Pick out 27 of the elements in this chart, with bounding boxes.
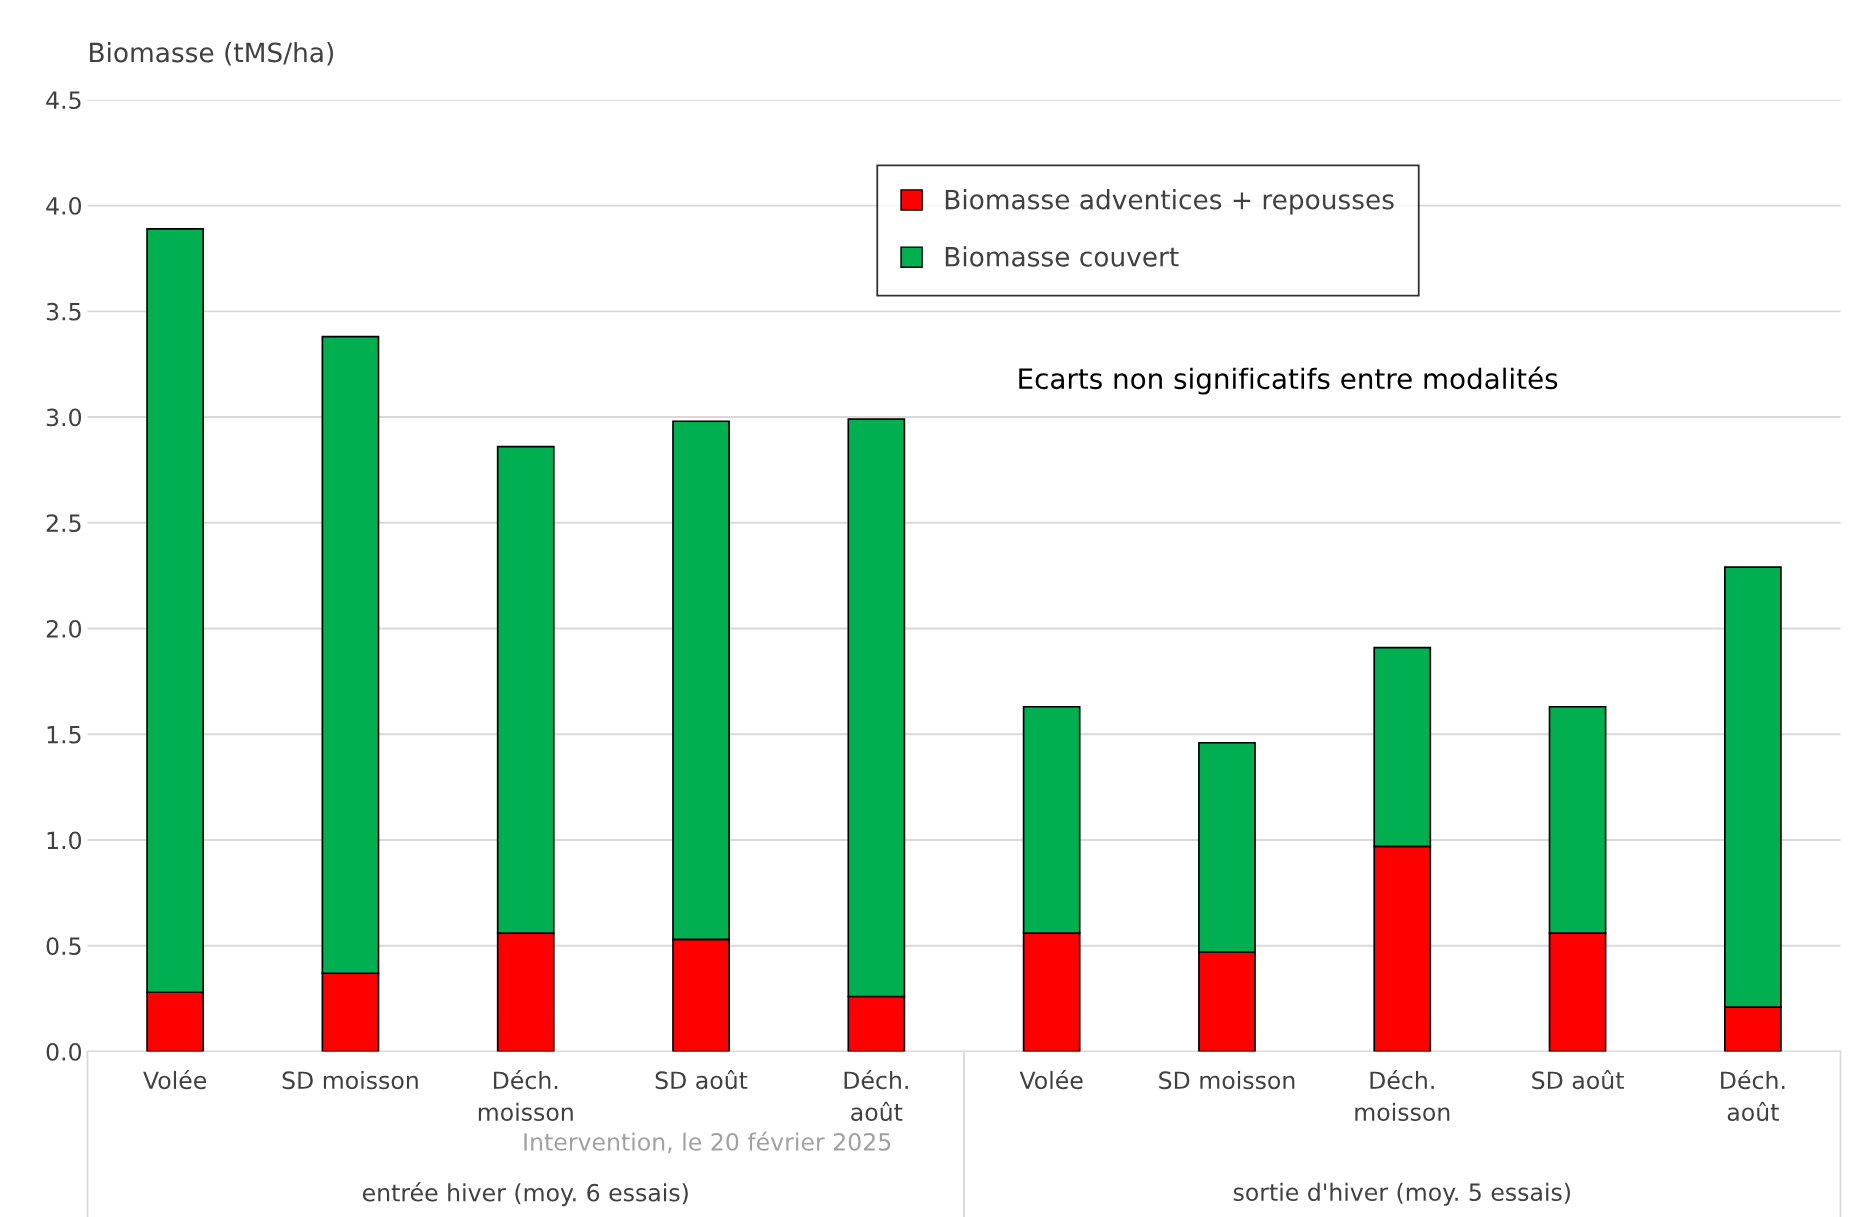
x-tick-label: SD août bbox=[1532, 1069, 1624, 1090]
x-tick-label: Volée bbox=[1019, 1069, 1083, 1090]
x-tick-label: Déch. moisson bbox=[1355, 1069, 1450, 1122]
legend-label: Biomasse couvert bbox=[945, 246, 1179, 267]
x-tick-label: Volée bbox=[143, 1069, 207, 1090]
y-tick-label: 2.0 bbox=[46, 619, 82, 638]
x-tick-label: SD moisson bbox=[282, 1070, 418, 1090]
text: Intervention, le 20 février 2025 bbox=[524, 1131, 891, 1154]
x-tick-label: SD août bbox=[655, 1069, 748, 1090]
y-tick-label: 1.5 bbox=[47, 726, 81, 744]
y-axis-title: Biomasse (tMS/ha) bbox=[90, 42, 334, 66]
annotation: Ecarts non significatifs entre modalités bbox=[1019, 366, 1558, 395]
y-tick-label: 3.5 bbox=[46, 302, 81, 321]
text: entrée hiver (moy. 6 essais) bbox=[362, 1182, 688, 1207]
y-tick-label: 4.0 bbox=[46, 196, 82, 215]
x-tick-label: Déch. août bbox=[844, 1069, 908, 1122]
y-tick-label: 1.0 bbox=[47, 831, 82, 850]
x-tick-label: Déch. août bbox=[1721, 1069, 1785, 1122]
y-tick-label: 0.5 bbox=[46, 937, 81, 956]
legend-label: Biomasse adventices + repousses bbox=[945, 189, 1394, 215]
text: sortie d'hiver (moy. 5 essais) bbox=[1233, 1182, 1570, 1206]
y-tick-label: 3.0 bbox=[46, 408, 82, 427]
x-tick-label: SD moisson bbox=[1159, 1070, 1295, 1090]
y-tick-label: 4.5 bbox=[46, 91, 81, 110]
x-tick-label: Déch. moisson bbox=[478, 1069, 573, 1122]
y-tick-label: 0.0 bbox=[46, 1042, 82, 1061]
y-tick-label: 2.5 bbox=[46, 514, 81, 533]
